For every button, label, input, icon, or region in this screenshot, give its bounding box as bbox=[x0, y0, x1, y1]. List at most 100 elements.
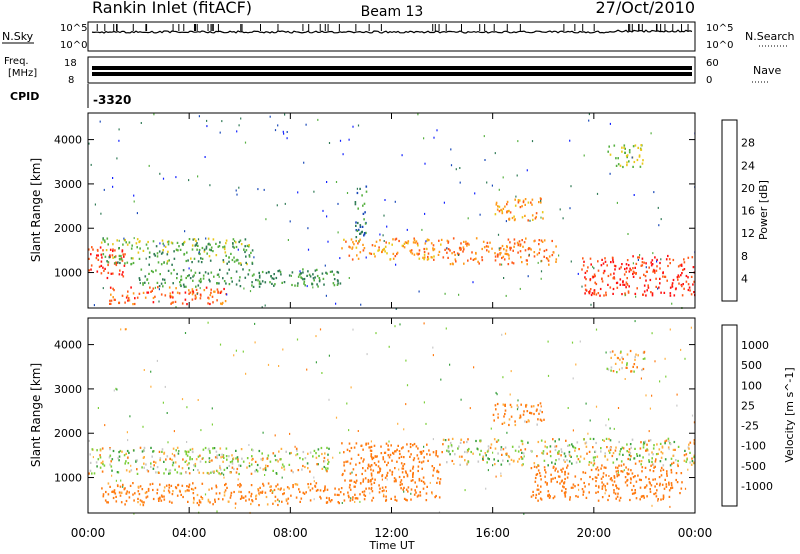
data-cell bbox=[359, 482, 362, 485]
data-cell bbox=[335, 416, 338, 419]
data-cell bbox=[188, 267, 190, 270]
data-cell bbox=[234, 241, 237, 244]
data-cell bbox=[201, 482, 204, 485]
data-cell bbox=[355, 473, 357, 477]
data-cell bbox=[109, 448, 111, 451]
data-cell bbox=[192, 290, 194, 293]
data-cell bbox=[412, 459, 415, 462]
data-cell bbox=[348, 429, 350, 432]
data-cell bbox=[465, 240, 467, 243]
data-cell bbox=[305, 491, 307, 494]
data-cell bbox=[179, 281, 181, 284]
data-cell bbox=[194, 244, 197, 247]
freq-unit: [MHz] bbox=[8, 68, 37, 79]
data-cell bbox=[669, 292, 672, 295]
data-cell bbox=[640, 460, 643, 463]
data-cell bbox=[141, 466, 143, 469]
data-cell bbox=[468, 447, 470, 451]
data-cell bbox=[104, 499, 107, 502]
data-cell bbox=[666, 279, 668, 282]
data-cell bbox=[221, 472, 223, 475]
data-cell bbox=[504, 252, 507, 255]
data-cell bbox=[539, 497, 542, 500]
data-cell bbox=[351, 498, 354, 501]
data-cell bbox=[139, 485, 142, 488]
data-cell bbox=[198, 499, 201, 502]
data-cell bbox=[346, 402, 348, 405]
data-cell bbox=[425, 240, 427, 243]
data-cell bbox=[626, 277, 628, 280]
data-cell bbox=[584, 276, 586, 279]
data-cell bbox=[417, 465, 420, 468]
data-cell bbox=[384, 486, 387, 489]
data-cell bbox=[212, 238, 215, 241]
data-cell bbox=[452, 237, 455, 240]
data-cell bbox=[326, 501, 329, 504]
data-cell bbox=[612, 452, 615, 455]
data-cell bbox=[447, 438, 450, 441]
data-cell bbox=[361, 225, 364, 228]
data-cell bbox=[442, 443, 444, 446]
data-cell bbox=[394, 200, 396, 203]
data-cell bbox=[620, 464, 623, 467]
data-cell bbox=[210, 288, 212, 291]
data-cell bbox=[622, 453, 624, 456]
data-cell bbox=[319, 328, 322, 331]
data-cell bbox=[251, 448, 253, 451]
data-cell bbox=[251, 284, 253, 287]
data-cell bbox=[144, 491, 147, 495]
data-cell bbox=[501, 210, 503, 213]
data-cell bbox=[102, 238, 104, 241]
data-cell bbox=[354, 501, 356, 503]
data-cell bbox=[207, 472, 210, 475]
data-cell bbox=[632, 262, 634, 265]
data-cell bbox=[621, 146, 623, 149]
data-cell bbox=[543, 418, 545, 421]
data-cell bbox=[88, 269, 90, 272]
data-cell bbox=[378, 491, 381, 494]
data-cell bbox=[209, 184, 211, 187]
data-cell bbox=[299, 270, 301, 273]
data-cell bbox=[172, 301, 174, 304]
data-cell bbox=[603, 294, 605, 297]
data-cell bbox=[406, 473, 409, 476]
data-cell bbox=[610, 369, 612, 372]
data-cell bbox=[544, 440, 546, 443]
data-cell bbox=[100, 264, 103, 267]
data-cell bbox=[111, 458, 114, 461]
data-cell bbox=[583, 438, 585, 441]
data-cell bbox=[506, 203, 508, 206]
data-cell bbox=[669, 294, 672, 297]
data-cell bbox=[118, 139, 120, 142]
data-cell bbox=[107, 271, 110, 274]
data-cell bbox=[347, 491, 349, 494]
data-cell bbox=[659, 442, 662, 445]
data-cell bbox=[520, 256, 522, 259]
data-cell bbox=[636, 366, 638, 369]
data-cell bbox=[337, 282, 339, 285]
data-cell bbox=[184, 490, 187, 493]
data-cell bbox=[405, 403, 407, 406]
data-cell bbox=[516, 241, 519, 244]
data-cell bbox=[183, 285, 186, 288]
data-cell bbox=[684, 487, 687, 490]
data-cell bbox=[421, 452, 423, 455]
data-cell bbox=[341, 247, 343, 250]
data-cell bbox=[680, 472, 683, 475]
data-cell bbox=[655, 495, 658, 498]
data-cell bbox=[223, 454, 225, 457]
data-cell bbox=[230, 491, 233, 494]
data-cell bbox=[114, 262, 116, 265]
data-cell bbox=[633, 363, 636, 366]
data-cell bbox=[632, 165, 634, 168]
data-cell bbox=[134, 492, 136, 495]
data-cell bbox=[215, 492, 218, 495]
data-cell bbox=[568, 444, 571, 447]
data-cell bbox=[367, 467, 369, 470]
data-cell bbox=[595, 328, 598, 331]
data-cell bbox=[522, 199, 525, 202]
data-cell bbox=[146, 469, 149, 472]
data-cell bbox=[693, 441, 695, 444]
data-cell bbox=[642, 456, 644, 459]
data-cell bbox=[150, 446, 152, 449]
